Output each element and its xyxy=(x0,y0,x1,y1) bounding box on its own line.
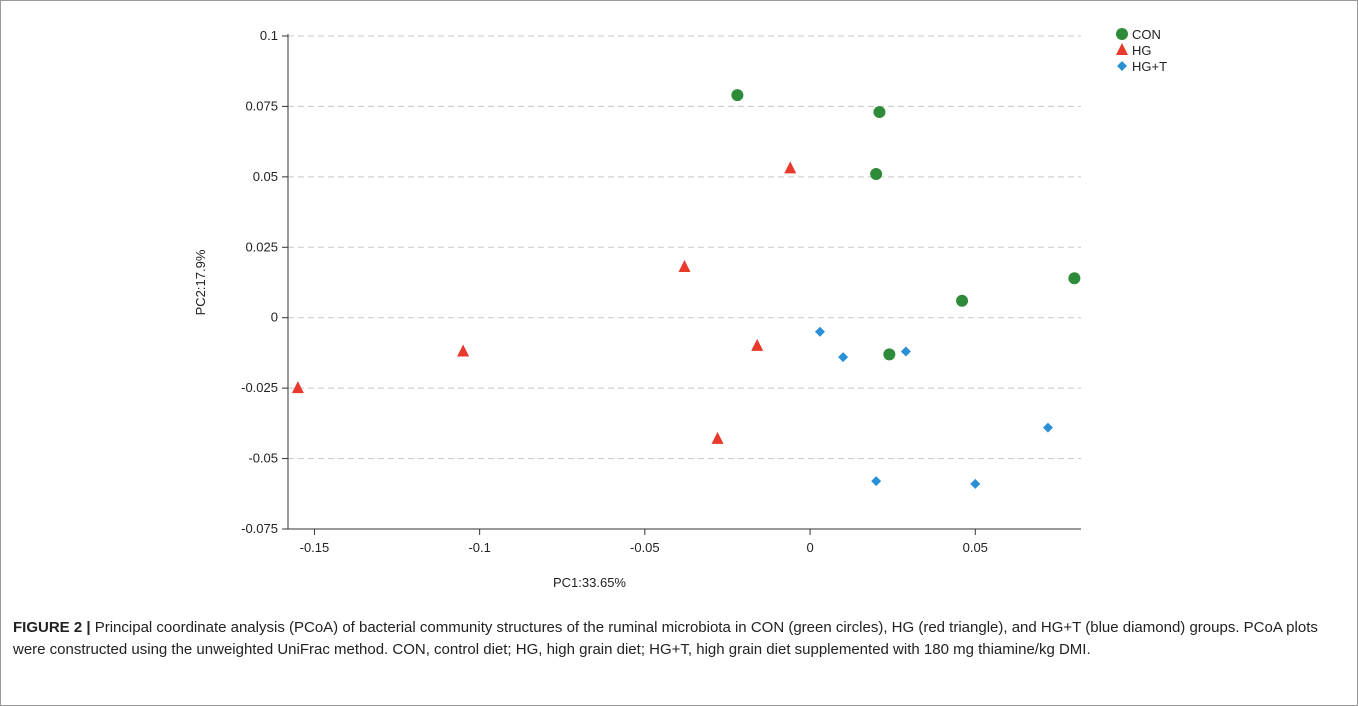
legend-label-hg-t: HG+T xyxy=(1132,59,1167,74)
point-hg-5 xyxy=(711,431,724,444)
point-con-1 xyxy=(873,106,886,119)
y-axis-title: PC2:17.9% xyxy=(193,249,208,315)
point-hg-t-4 xyxy=(871,476,882,487)
point-hg-t-3 xyxy=(1042,422,1053,433)
axes xyxy=(287,34,1081,530)
y-axis-ticks: -0.075 -0.05 -0.025 0 0.025 0.05 0.075 0.1 xyxy=(241,28,288,536)
gridlines xyxy=(288,35,1081,460)
legend-marker-hg xyxy=(1116,43,1128,55)
y-tick-label-7: 0.1 xyxy=(260,28,278,43)
point-hg-t-1 xyxy=(838,352,849,363)
point-hg-1 xyxy=(678,260,691,273)
x-axis-title: PC1:33.65% xyxy=(553,575,626,590)
point-hg-t-0 xyxy=(814,326,825,337)
x-tick-label-1: -0.1 xyxy=(468,540,490,555)
x-tick-label-4: 0.05 xyxy=(963,540,988,555)
point-con-2 xyxy=(870,168,883,181)
data-points xyxy=(291,89,1081,489)
point-hg-4 xyxy=(291,381,304,394)
legend-marker-con xyxy=(1116,28,1128,40)
y-tick-label-6: 0.075 xyxy=(245,98,278,113)
y-tick-label-5: 0.05 xyxy=(253,169,278,184)
x-tick-label-3: 0 xyxy=(806,540,813,555)
legend-marker-hg-t xyxy=(1117,61,1127,71)
legend-label-hg: HG xyxy=(1132,43,1152,58)
x-axis-ticks: -0.15 -0.1 -0.05 0 0.05 xyxy=(300,529,988,555)
y-tick-label-0: -0.075 xyxy=(241,521,278,536)
point-con-4 xyxy=(956,294,969,307)
legend-label-con: CON xyxy=(1132,27,1161,42)
y-tick-label-4: 0.025 xyxy=(245,239,278,254)
pcoa-scatter-plot: -0.075 -0.05 -0.025 0 0.025 0.05 0.075 0.1 -0.1… xyxy=(193,27,1167,590)
caption-text: Principal coordinate analysis (PCoA) of … xyxy=(13,619,1318,658)
point-hg-t-5 xyxy=(970,478,981,489)
point-con-3 xyxy=(1068,272,1081,285)
x-tick-label-0: -0.15 xyxy=(300,540,330,555)
y-tick-label-1: -0.05 xyxy=(248,451,278,466)
point-con-0 xyxy=(731,89,744,102)
y-tick-label-3: 0 xyxy=(271,310,278,325)
point-hg-t-2 xyxy=(900,346,911,357)
point-con-5 xyxy=(883,348,896,361)
caption-label: FIGURE 2 | xyxy=(13,619,91,636)
x-tick-label-2: -0.05 xyxy=(630,540,660,555)
y-tick-label-2: -0.025 xyxy=(241,380,278,395)
point-hg-0 xyxy=(784,161,797,174)
figure-caption: FIGURE 2 | Principal coordinate analysis… xyxy=(13,617,1348,661)
point-hg-2 xyxy=(457,344,470,357)
point-hg-3 xyxy=(751,338,764,351)
